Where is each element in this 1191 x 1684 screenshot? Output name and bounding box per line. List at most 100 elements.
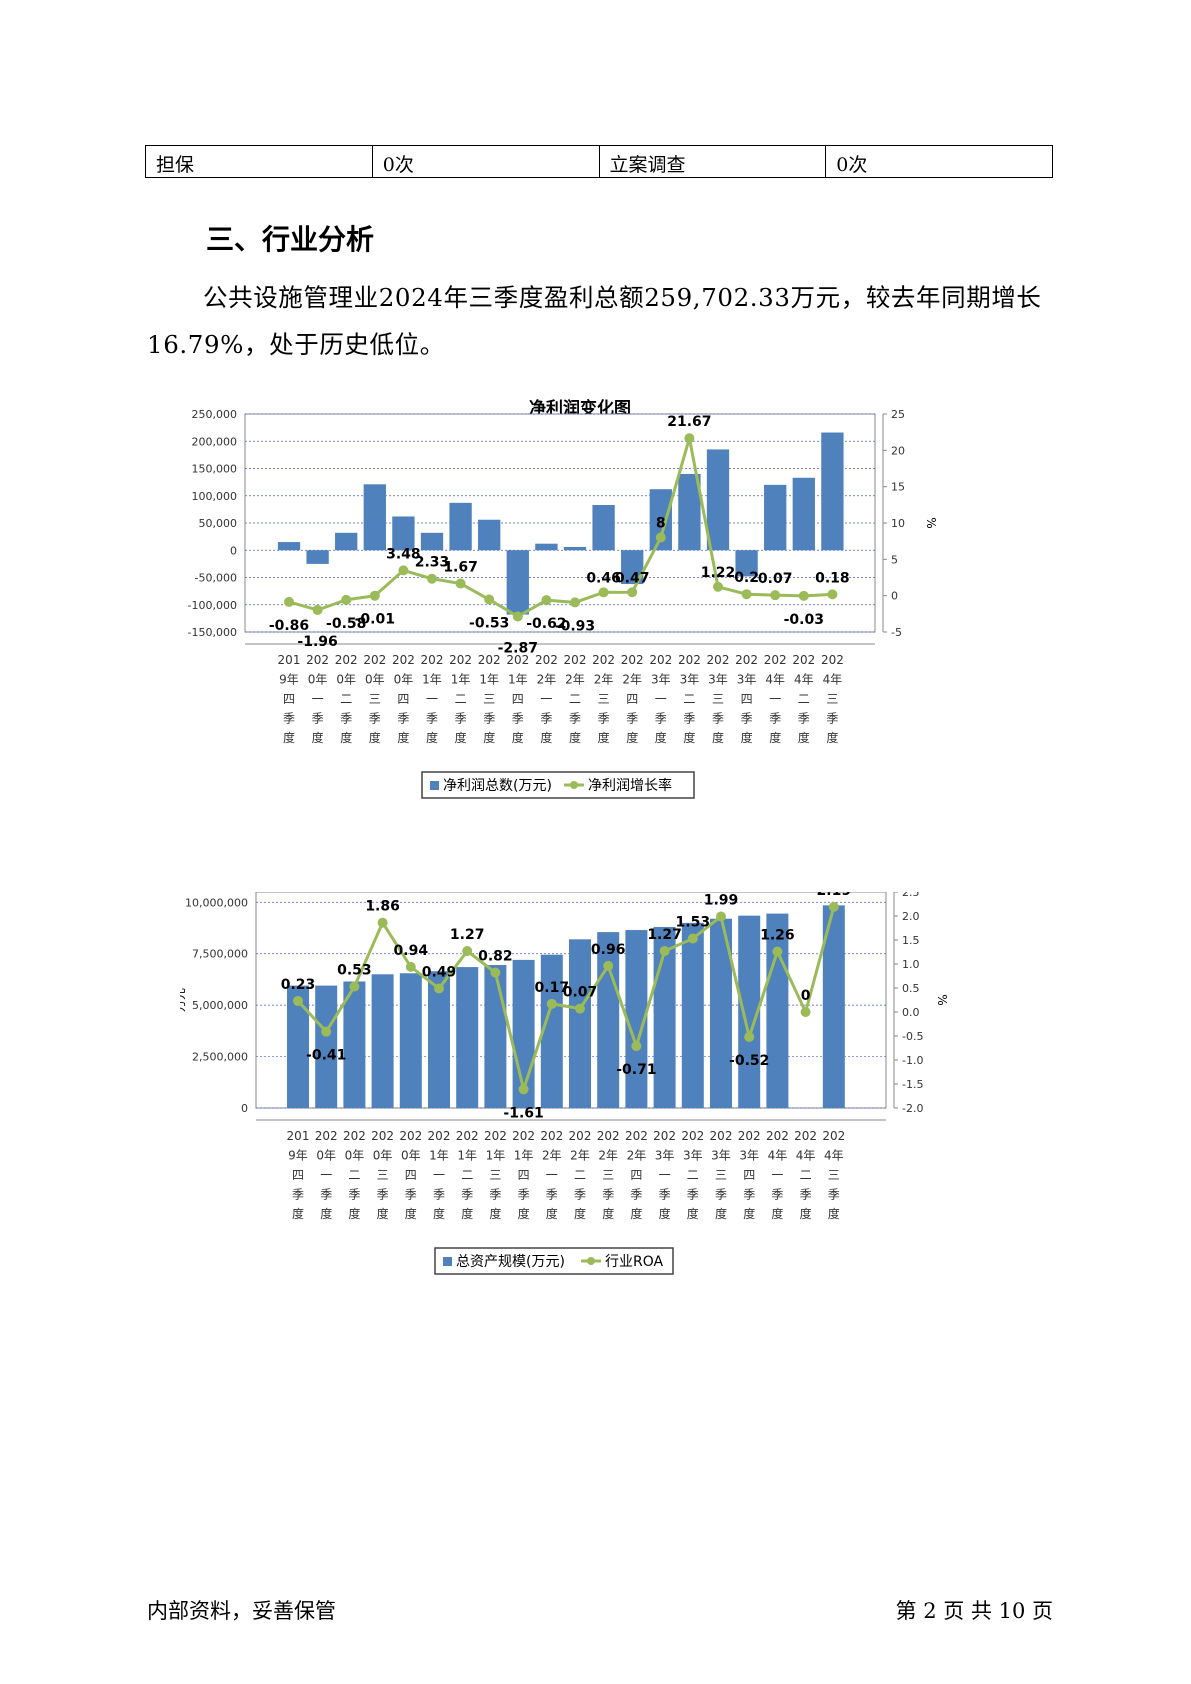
legend-bar-label: 总资产规模(万元)	[456, 1254, 565, 1270]
bar	[621, 550, 644, 585]
x-tick-label: 度	[630, 1206, 642, 1221]
line-point	[827, 589, 838, 600]
x-tick-label: 四	[397, 692, 409, 706]
bar	[456, 967, 479, 1108]
x-tick-label: 季	[348, 1188, 360, 1202]
legend-bar-swatch	[443, 1257, 452, 1266]
x-tick-label: 度	[433, 1206, 445, 1221]
data-label: 0.18	[815, 570, 850, 586]
y2-tick-label: -5	[891, 626, 902, 639]
bar	[540, 954, 563, 1108]
x-tick-label: 1年	[451, 673, 471, 687]
x-tick-label: 季	[659, 1188, 671, 1202]
x-tick-label: 季	[320, 1188, 332, 1202]
line-point	[598, 587, 609, 598]
data-label: -2.87	[498, 641, 538, 657]
bar	[569, 939, 591, 1108]
table-cell: 0次	[371, 145, 600, 178]
x-tick-label: 度	[369, 730, 381, 745]
y2-tick-label: 2.5	[902, 892, 920, 899]
y-tick-label: 5,000,000	[192, 999, 248, 1012]
data-label: 0.49	[422, 964, 457, 980]
x-tick-label: 度	[798, 730, 810, 745]
x-tick-label: 季	[569, 712, 581, 726]
x-tick-label: 202	[649, 653, 672, 667]
x-tick-label: 4年	[823, 673, 843, 687]
x-tick-label: 一	[320, 1168, 332, 1182]
x-tick-label: 四	[283, 692, 295, 706]
x-tick-label: 2年	[537, 673, 557, 687]
legend	[421, 771, 695, 799]
x-tick-label: 度	[397, 730, 409, 745]
line-point	[341, 594, 352, 605]
line-point	[655, 532, 666, 543]
x-tick-label: 季	[377, 1188, 389, 1202]
x-tick-label: 202	[678, 653, 701, 667]
line-point	[293, 995, 303, 1006]
x-tick-label: 202	[335, 653, 358, 667]
x-tick-label: 度	[687, 1206, 699, 1221]
x-tick-label: 度	[741, 730, 753, 745]
x-tick-label: 202	[540, 1129, 563, 1143]
x-tick-label: 一	[546, 1168, 558, 1182]
x-tick-label: 0年	[316, 1149, 336, 1163]
x-tick-label: 季	[540, 712, 552, 726]
y2-tick-label: -1.0	[902, 1054, 923, 1067]
bar	[563, 546, 587, 551]
bar	[335, 532, 358, 551]
x-tick-label: 二	[348, 1168, 360, 1182]
data-label: 0.07	[758, 571, 793, 587]
data-label: 2.33	[415, 555, 450, 571]
x-tick-label: 季	[655, 712, 667, 726]
x-tick-label: 3年	[737, 673, 757, 687]
x-tick-label: 3年	[683, 1149, 703, 1163]
x-tick-label: 季	[546, 1188, 558, 1202]
x-tick-label: 季	[712, 712, 724, 726]
line-point	[716, 911, 726, 922]
x-tick-label: 0年	[401, 1149, 421, 1163]
x-tick-label: 季	[405, 1188, 417, 1202]
x-tick-label: 2年	[570, 1149, 590, 1163]
bar	[738, 915, 761, 1108]
x-tick-label: 度	[771, 1206, 783, 1221]
x-tick-label: 季	[630, 1188, 642, 1202]
x-tick-label: 度	[598, 730, 610, 745]
x-tick-label: 3年	[708, 673, 728, 687]
x-tick-label: 三	[377, 1168, 389, 1182]
x-tick-label: 季	[743, 1188, 755, 1202]
x-tick-label: 三	[602, 1168, 614, 1182]
bar	[821, 432, 844, 551]
data-label: 2.19	[817, 892, 852, 899]
data-label: -0.01	[355, 612, 395, 628]
y2-tick-label: -2.0	[902, 1102, 923, 1115]
line-point	[455, 578, 466, 589]
x-tick-label: 202	[766, 1129, 789, 1143]
x-tick-label: 2年	[627, 1149, 647, 1163]
bar	[649, 489, 672, 551]
x-tick-label: 四	[518, 1168, 530, 1182]
line-point	[627, 587, 638, 598]
x-tick-label: 四	[630, 1168, 642, 1182]
x-tick-label: 202	[738, 1129, 761, 1143]
x-tick-label: 二	[455, 692, 467, 706]
bar	[287, 985, 309, 1108]
line-point	[570, 597, 580, 608]
x-tick-label: 三	[828, 1168, 840, 1182]
x-tick-label: 202	[535, 653, 558, 667]
data-label: 1.26	[760, 928, 795, 944]
legend-line-label: 净利润增长率	[588, 777, 672, 794]
x-tick-label: 度	[683, 730, 695, 745]
x-tick-label: 202	[707, 653, 730, 667]
x-tick-label: 3年	[655, 1149, 675, 1163]
x-tick-label: 四	[741, 692, 753, 706]
data-label: 1.53	[676, 915, 711, 931]
x-tick-label: 2年	[542, 1149, 562, 1163]
x-tick-label: 度	[602, 1206, 614, 1221]
bar	[363, 484, 386, 551]
x-tick-label: 季	[598, 712, 610, 726]
x-tick-label: 二	[687, 1168, 699, 1182]
x-tick-label: 季	[828, 1188, 840, 1202]
x-tick-label: 度	[292, 1206, 304, 1221]
x-tick-label: 0年	[336, 673, 356, 687]
bar	[449, 502, 472, 551]
